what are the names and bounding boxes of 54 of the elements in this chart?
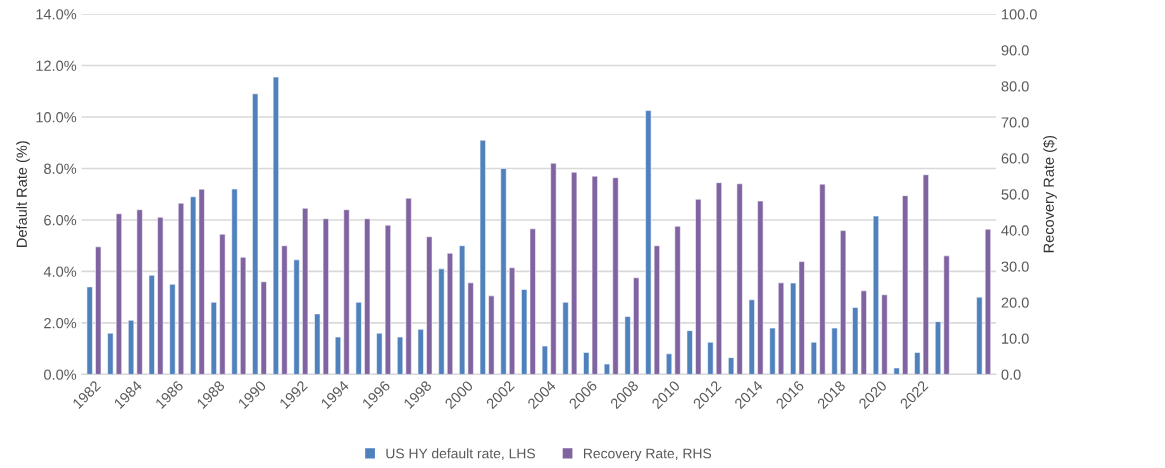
bar	[479, 139, 486, 375]
y-tick-label: 10.0%	[36, 112, 77, 123]
bar	[364, 218, 371, 375]
legend-label: US HY default rate, LHS	[386, 448, 535, 460]
bar	[426, 236, 433, 375]
bar	[674, 226, 681, 375]
bar	[893, 367, 900, 375]
legend-label: Recovery Rate, RHS	[583, 448, 712, 462]
y-tick-label: 14.0%	[36, 9, 77, 20]
bar	[397, 336, 404, 375]
bar	[707, 341, 714, 375]
bar	[810, 341, 817, 375]
y2-tick-label: 70.0	[1001, 117, 1029, 128]
y-tick-label: 12.0%	[36, 60, 77, 71]
bar	[272, 76, 279, 375]
y2-tick-label: 50.0	[1001, 189, 1029, 200]
bar	[819, 183, 826, 375]
bar	[612, 177, 619, 375]
bar	[384, 224, 391, 375]
bar	[757, 200, 764, 375]
bar	[715, 182, 722, 375]
y2-tick-label: 30.0	[1001, 261, 1029, 272]
bar	[665, 353, 673, 375]
bar	[541, 345, 548, 375]
bar	[571, 171, 578, 375]
y-tick-label: 6.0%	[44, 215, 77, 226]
y2-tick-label: 40.0	[1001, 225, 1029, 236]
y2-tick-label: 90.0	[1001, 45, 1029, 56]
bar	[695, 198, 702, 375]
y-tick-label: 2.0%	[44, 318, 77, 329]
y2-tick-label: 60.0	[1001, 153, 1029, 164]
y-axis-title: Default Rate (%)	[16, 141, 30, 247]
bar	[686, 330, 693, 375]
bar	[840, 230, 847, 375]
y2-tick-label: 0.0	[1001, 369, 1021, 380]
bar	[343, 209, 350, 375]
y2-tick-label: 10.0	[1002, 333, 1029, 344]
y2-tick-label: 100.0	[1002, 9, 1037, 20]
y2-tick-label: 20.0	[1001, 297, 1029, 308]
y-tick-label: 8.0%	[44, 163, 77, 174]
bar	[550, 162, 557, 375]
bar	[136, 209, 143, 375]
bar	[376, 332, 383, 375]
bar	[334, 336, 342, 375]
y2-tick-label: 80.0	[1001, 81, 1029, 92]
bar	[107, 332, 114, 375]
bar	[943, 255, 950, 375]
y-tick-label: 4.0%	[43, 266, 77, 277]
bar	[405, 197, 412, 375]
bar	[902, 195, 909, 375]
y-tick-label: 0.0%	[44, 369, 77, 380]
bar	[115, 213, 122, 375]
y2-axis-title: Recovery Rate ($)	[1042, 135, 1057, 253]
bar	[603, 363, 610, 375]
